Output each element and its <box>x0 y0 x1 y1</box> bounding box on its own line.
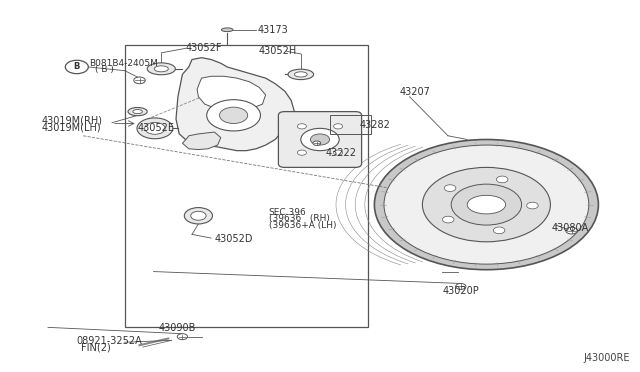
Text: 43019M(LH): 43019M(LH) <box>42 122 101 132</box>
Polygon shape <box>197 76 266 110</box>
Text: FIN(2): FIN(2) <box>81 343 111 353</box>
Circle shape <box>292 122 354 157</box>
Text: 08921-3252A: 08921-3252A <box>77 336 143 346</box>
Ellipse shape <box>467 195 506 214</box>
Circle shape <box>298 150 307 155</box>
Bar <box>125 45 368 327</box>
FancyBboxPatch shape <box>278 112 362 167</box>
Text: 43173: 43173 <box>257 25 288 35</box>
Text: 43052H: 43052H <box>259 46 297 56</box>
Circle shape <box>566 227 577 234</box>
Text: 43052F: 43052F <box>186 44 222 53</box>
Circle shape <box>145 122 165 134</box>
Text: 43019M(RH): 43019M(RH) <box>42 116 102 126</box>
Circle shape <box>451 184 522 225</box>
Text: 43222: 43222 <box>325 148 356 157</box>
Text: SEC.396: SEC.396 <box>269 208 307 217</box>
Circle shape <box>301 128 339 151</box>
Circle shape <box>207 100 260 131</box>
Text: B081B4-2405M: B081B4-2405M <box>90 59 159 68</box>
Text: 43020P: 43020P <box>443 286 479 296</box>
Ellipse shape <box>133 110 143 114</box>
Polygon shape <box>176 58 294 151</box>
Ellipse shape <box>288 69 314 80</box>
Text: ( B ): ( B ) <box>95 65 113 74</box>
Circle shape <box>313 141 321 145</box>
Text: 43090B: 43090B <box>159 323 196 333</box>
Circle shape <box>177 334 188 340</box>
Circle shape <box>137 118 173 139</box>
Circle shape <box>333 124 342 129</box>
Ellipse shape <box>128 108 147 116</box>
Ellipse shape <box>221 28 233 32</box>
Circle shape <box>442 216 454 223</box>
Text: J43000RE: J43000RE <box>584 353 630 363</box>
Circle shape <box>384 145 589 264</box>
Circle shape <box>444 185 456 192</box>
Circle shape <box>298 124 307 129</box>
Circle shape <box>497 176 508 183</box>
Circle shape <box>333 150 342 155</box>
Ellipse shape <box>147 63 175 75</box>
Ellipse shape <box>154 66 168 72</box>
Text: 43282: 43282 <box>360 120 390 129</box>
Circle shape <box>310 134 330 145</box>
Circle shape <box>134 77 145 84</box>
Text: 43080A: 43080A <box>552 223 589 232</box>
Text: B: B <box>74 62 80 71</box>
Text: (39636   (RH): (39636 (RH) <box>269 214 330 223</box>
Circle shape <box>374 140 598 270</box>
Text: 43052E: 43052E <box>138 124 175 133</box>
Ellipse shape <box>294 72 307 77</box>
Polygon shape <box>182 132 221 150</box>
Circle shape <box>191 211 206 220</box>
Text: (39636+A (LH): (39636+A (LH) <box>269 221 336 230</box>
Circle shape <box>456 283 466 289</box>
Text: 43207: 43207 <box>400 87 431 97</box>
Circle shape <box>493 227 505 234</box>
Circle shape <box>422 167 550 242</box>
Text: 43052D: 43052D <box>214 234 253 244</box>
Circle shape <box>184 208 212 224</box>
Bar <box>330 115 371 134</box>
Circle shape <box>527 202 538 209</box>
Circle shape <box>220 107 248 124</box>
